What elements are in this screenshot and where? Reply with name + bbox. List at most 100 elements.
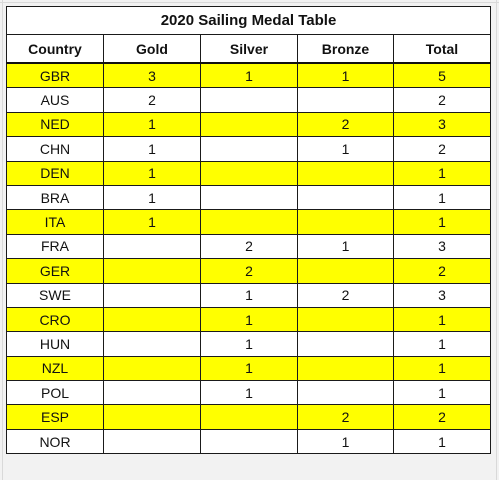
cell-total[interactable]: 1: [393, 160, 491, 186]
table-row: POL 1 1: [6, 380, 491, 406]
cell-bronze[interactable]: 2: [297, 282, 394, 308]
cell-gold[interactable]: [103, 355, 201, 382]
table-row: NOR 1 1: [6, 428, 491, 455]
cell-gold[interactable]: 1: [103, 111, 201, 138]
cell-gold[interactable]: 1: [103, 184, 201, 211]
cell-silver[interactable]: 1: [200, 62, 298, 89]
cell-country[interactable]: BRA: [6, 184, 104, 211]
cell-silver[interactable]: 1: [200, 306, 298, 333]
cell-bronze[interactable]: 2: [297, 111, 394, 138]
cell-bronze[interactable]: [297, 160, 394, 186]
cell-total[interactable]: 1: [393, 306, 491, 333]
cell-country[interactable]: AUS: [6, 87, 104, 113]
cell-total[interactable]: 1: [393, 209, 491, 235]
table-row: DEN 1 1: [6, 160, 491, 186]
table-row: NED 1 2 3: [6, 111, 491, 138]
cell-bronze[interactable]: [297, 355, 394, 382]
cell-country[interactable]: HUN: [6, 331, 104, 357]
cell-gold[interactable]: 1: [103, 160, 201, 186]
cell-country[interactable]: ESP: [6, 404, 104, 430]
cell-bronze[interactable]: 1: [297, 233, 394, 260]
table-title[interactable]: 2020 Sailing Medal Table: [6, 6, 491, 35]
gridline: [496, 0, 497, 480]
cell-country[interactable]: GBR: [6, 62, 104, 89]
cell-silver[interactable]: [200, 209, 298, 235]
cell-total[interactable]: 2: [393, 87, 491, 113]
column-header-bronze[interactable]: Bronze: [297, 34, 394, 64]
cell-gold[interactable]: 1: [103, 209, 201, 235]
cell-country[interactable]: DEN: [6, 160, 104, 186]
cell-total[interactable]: 3: [393, 282, 491, 308]
cell-total[interactable]: 1: [393, 380, 491, 406]
cell-gold[interactable]: [103, 306, 201, 333]
cell-bronze[interactable]: [297, 380, 394, 406]
cell-country[interactable]: NOR: [6, 428, 104, 455]
cell-bronze[interactable]: [297, 184, 394, 211]
cell-total[interactable]: 1: [393, 355, 491, 382]
cell-country[interactable]: NZL: [6, 355, 104, 382]
cell-total[interactable]: 3: [393, 233, 491, 260]
cell-gold[interactable]: [103, 233, 201, 260]
table-row: BRA 1 1: [6, 184, 491, 211]
cell-bronze[interactable]: [297, 209, 394, 235]
cell-total[interactable]: 2: [393, 136, 491, 162]
cell-silver[interactable]: 1: [200, 380, 298, 406]
cell-gold[interactable]: [103, 428, 201, 455]
cell-gold[interactable]: 3: [103, 62, 201, 89]
table-row: GBR 3 1 1 5: [6, 62, 491, 89]
cell-country[interactable]: GER: [6, 258, 104, 284]
cell-silver[interactable]: [200, 111, 298, 138]
cell-bronze[interactable]: 2: [297, 404, 394, 430]
cell-total[interactable]: 3: [393, 111, 491, 138]
gridline: [0, 2, 499, 3]
cell-total[interactable]: 5: [393, 62, 491, 89]
cell-bronze[interactable]: 1: [297, 62, 394, 89]
cell-gold[interactable]: 1: [103, 136, 201, 162]
cell-gold[interactable]: 2: [103, 87, 201, 113]
cell-gold[interactable]: [103, 380, 201, 406]
cell-gold[interactable]: [103, 282, 201, 308]
cell-bronze[interactable]: 1: [297, 136, 394, 162]
table-row: FRA 2 1 3: [6, 233, 491, 260]
column-header-gold[interactable]: Gold: [103, 34, 201, 64]
cell-silver[interactable]: 2: [200, 258, 298, 284]
cell-country[interactable]: FRA: [6, 233, 104, 260]
cell-country[interactable]: POL: [6, 380, 104, 406]
cell-silver[interactable]: [200, 136, 298, 162]
cell-silver[interactable]: 2: [200, 233, 298, 260]
cell-total[interactable]: 1: [393, 428, 491, 455]
cell-country[interactable]: CHN: [6, 136, 104, 162]
column-header-country[interactable]: Country: [6, 34, 104, 64]
cell-country[interactable]: NED: [6, 111, 104, 138]
cell-total[interactable]: 2: [393, 404, 491, 430]
cell-silver[interactable]: 1: [200, 331, 298, 357]
cell-gold[interactable]: [103, 258, 201, 284]
cell-bronze[interactable]: [297, 87, 394, 113]
cell-country[interactable]: SWE: [6, 282, 104, 308]
cell-total[interactable]: 1: [393, 184, 491, 211]
cell-silver[interactable]: 1: [200, 355, 298, 382]
cell-silver[interactable]: [200, 160, 298, 186]
table-row: AUS 2 2: [6, 87, 491, 113]
cell-silver[interactable]: [200, 428, 298, 455]
column-header-silver[interactable]: Silver: [200, 34, 298, 64]
cell-country[interactable]: ITA: [6, 209, 104, 235]
cell-gold[interactable]: [103, 404, 201, 430]
cell-country[interactable]: CRO: [6, 306, 104, 333]
cell-gold[interactable]: [103, 331, 201, 357]
table-row: ESP 2 2: [6, 404, 491, 430]
table-row: HUN 1 1: [6, 331, 491, 357]
cell-bronze[interactable]: [297, 306, 394, 333]
cell-bronze[interactable]: 1: [297, 428, 394, 455]
cell-silver[interactable]: [200, 184, 298, 211]
table-row: SWE 1 2 3: [6, 282, 491, 308]
cell-bronze[interactable]: [297, 258, 394, 284]
cell-total[interactable]: 2: [393, 258, 491, 284]
cell-silver[interactable]: [200, 87, 298, 113]
cell-total[interactable]: 1: [393, 331, 491, 357]
cell-silver[interactable]: [200, 404, 298, 430]
column-header-total[interactable]: Total: [393, 34, 491, 64]
cell-silver[interactable]: 1: [200, 282, 298, 308]
cell-bronze[interactable]: [297, 331, 394, 357]
